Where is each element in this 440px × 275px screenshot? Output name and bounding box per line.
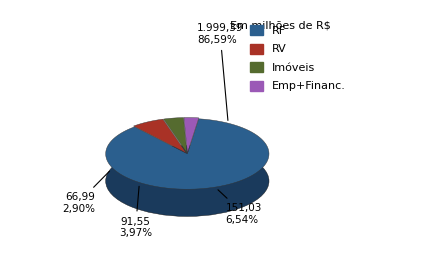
Polygon shape bbox=[184, 117, 199, 153]
Text: 66,99
2,90%: 66,99 2,90% bbox=[62, 171, 110, 214]
Text: 151,03
6,54%: 151,03 6,54% bbox=[218, 190, 262, 224]
Polygon shape bbox=[106, 119, 269, 189]
Text: Em milhões de R$: Em milhões de R$ bbox=[230, 20, 330, 31]
Legend: RF, RV, Imóveis, Emp+Financ.: RF, RV, Imóveis, Emp+Financ. bbox=[246, 21, 351, 96]
Polygon shape bbox=[164, 118, 187, 153]
Polygon shape bbox=[134, 119, 187, 153]
Text: 91,55
3,97%: 91,55 3,97% bbox=[119, 186, 152, 238]
Text: 1.999,39
86,59%: 1.999,39 86,59% bbox=[197, 23, 243, 120]
Ellipse shape bbox=[106, 146, 269, 216]
